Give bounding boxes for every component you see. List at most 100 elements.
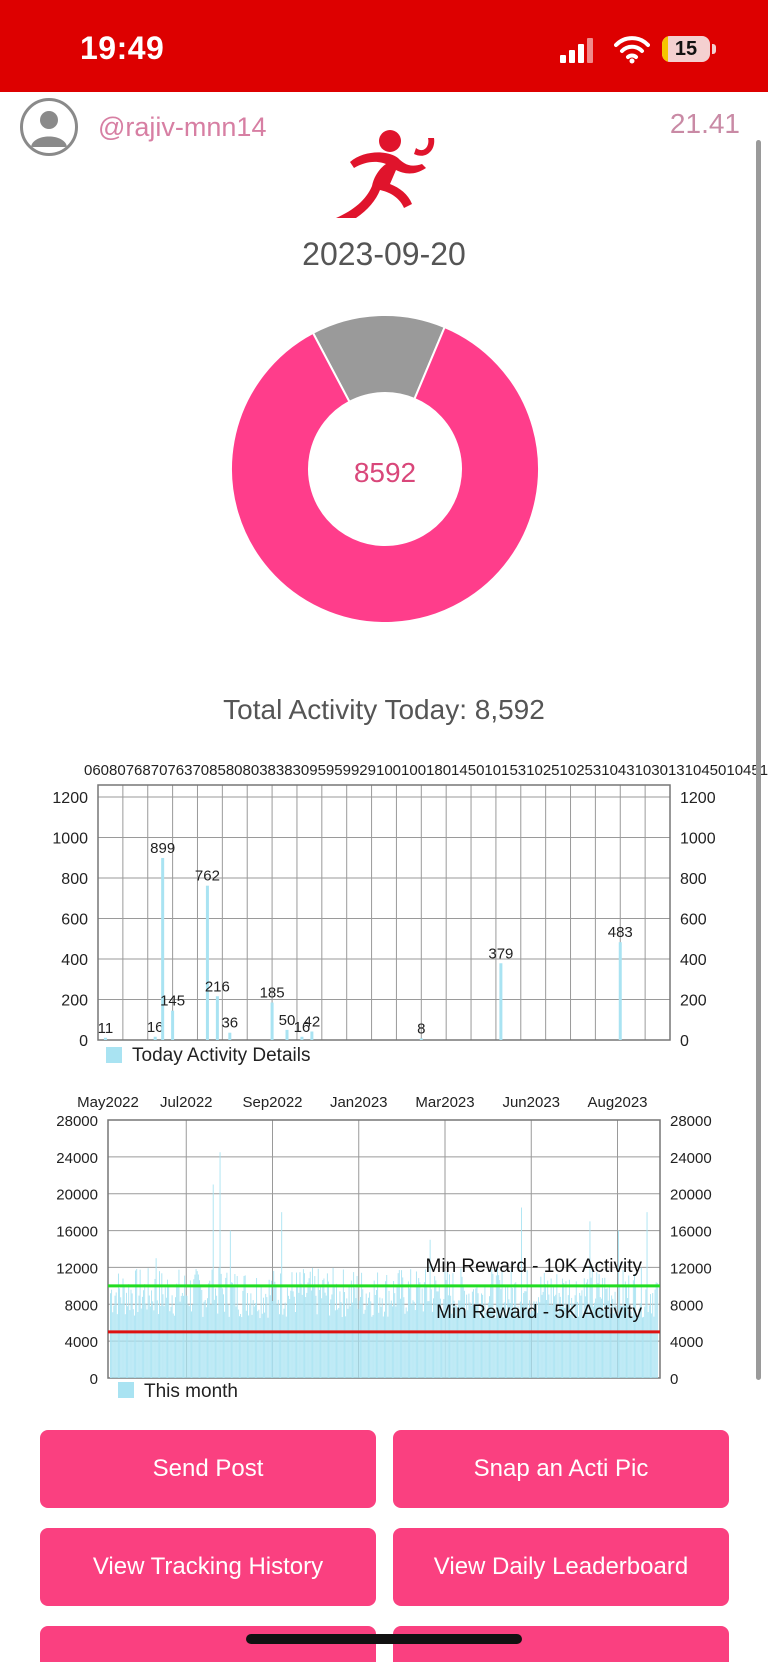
daily-bar	[535, 1301, 537, 1378]
y-tick-label-right: 0	[670, 1371, 678, 1388]
daily-bar	[492, 1273, 494, 1378]
daily-bar	[546, 1299, 548, 1378]
daily-bar	[143, 1290, 145, 1378]
daily-bar	[469, 1302, 471, 1378]
daily-bar	[436, 1291, 438, 1378]
x-tick-label: Jan2023	[330, 1094, 388, 1111]
daily-bar	[314, 1276, 316, 1378]
daily-bar	[264, 1312, 266, 1378]
daily-bar	[443, 1298, 445, 1378]
daily-bar	[639, 1303, 641, 1378]
daily-bar	[407, 1281, 409, 1378]
daily-bar	[570, 1314, 571, 1378]
daily-bar	[340, 1302, 342, 1378]
y-tick-label: 200	[61, 993, 88, 1010]
daily-bar	[306, 1292, 308, 1378]
activity-bar	[419, 1038, 423, 1040]
view-daily-leaderboard-button[interactable]: View Daily Leaderboard	[393, 1528, 729, 1606]
daily-bar	[325, 1295, 327, 1378]
daily-bar	[277, 1299, 279, 1378]
daily-bar	[640, 1267, 642, 1378]
daily-bar	[532, 1310, 534, 1378]
daily-bar	[454, 1305, 456, 1378]
daily-bar	[234, 1274, 236, 1378]
daily-bar	[524, 1291, 526, 1378]
daily-bar	[605, 1289, 607, 1378]
daily-bar	[259, 1318, 261, 1378]
bar-data-label: 8	[417, 1020, 425, 1037]
daily-bar	[379, 1297, 381, 1378]
daily-bar	[310, 1290, 312, 1378]
daily-bar	[387, 1316, 389, 1378]
daily-bar	[112, 1312, 114, 1378]
partial-button-right[interactable]	[393, 1626, 729, 1662]
daily-bar	[135, 1270, 137, 1378]
y-tick-label-right: 24000	[670, 1150, 712, 1167]
daily-bar	[624, 1281, 626, 1378]
cellular-signal-icon	[560, 38, 593, 63]
daily-bar	[493, 1309, 495, 1378]
daily-bar	[149, 1306, 151, 1378]
daily-bar	[568, 1279, 570, 1378]
daily-bar	[467, 1310, 469, 1378]
daily-bar	[405, 1307, 407, 1378]
daily-bar	[187, 1304, 189, 1378]
daily-bar	[422, 1311, 424, 1378]
daily-bar	[580, 1295, 582, 1378]
activity-bar	[103, 1037, 107, 1040]
daily-bar	[139, 1269, 141, 1378]
daily-bar	[299, 1272, 301, 1378]
daily-bar	[527, 1313, 529, 1378]
daily-bar	[370, 1301, 372, 1378]
daily-bar	[458, 1300, 460, 1378]
daily-bar	[525, 1291, 527, 1378]
daily-bar	[474, 1307, 476, 1378]
daily-bar	[638, 1308, 640, 1378]
daily-bar	[607, 1300, 609, 1378]
daily-bar	[330, 1299, 332, 1378]
daily-bar	[189, 1280, 191, 1378]
x-tick-label: Aug2023	[587, 1094, 647, 1111]
home-indicator[interactable]	[246, 1634, 522, 1644]
daily-bar	[156, 1300, 158, 1378]
daily-bar	[224, 1311, 226, 1378]
activity-bar	[310, 1031, 314, 1040]
daily-bar	[595, 1298, 597, 1378]
daily-bar	[322, 1280, 324, 1378]
daily-bar	[600, 1298, 602, 1378]
snap-acti-pic-button[interactable]: Snap an Acti Pic	[393, 1430, 729, 1508]
daily-bar	[463, 1290, 465, 1378]
daily-bar	[129, 1310, 131, 1378]
daily-bar	[616, 1317, 618, 1378]
daily-bar	[323, 1278, 325, 1378]
y-tick-label-right: 12000	[670, 1260, 712, 1277]
daily-bar	[618, 1230, 619, 1378]
daily-bar	[213, 1299, 215, 1378]
send-post-button[interactable]: Send Post	[40, 1430, 376, 1508]
scrollbar[interactable]	[756, 140, 761, 1380]
daily-bar	[403, 1297, 405, 1378]
username[interactable]: @rajiv-mnn14	[98, 112, 267, 142]
daily-bar	[196, 1271, 198, 1378]
daily-bar	[611, 1295, 613, 1378]
daily-bar	[256, 1278, 258, 1378]
daily-bar	[358, 1300, 360, 1378]
daily-bar	[115, 1292, 117, 1378]
view-tracking-history-button[interactable]: View Tracking History	[40, 1528, 376, 1606]
daily-bar	[179, 1301, 181, 1378]
daily-bar	[321, 1298, 323, 1378]
partial-button-left[interactable]	[40, 1626, 376, 1662]
daily-bar	[341, 1317, 343, 1378]
daily-bar	[184, 1275, 186, 1378]
daily-bar	[273, 1270, 275, 1378]
user-avatar-icon[interactable]	[20, 98, 78, 156]
daily-bar	[630, 1311, 632, 1378]
activity-bar	[270, 1002, 274, 1040]
daily-bar	[147, 1268, 149, 1378]
daily-bar	[371, 1316, 373, 1378]
daily-bar	[397, 1273, 399, 1378]
daily-bar	[292, 1291, 294, 1378]
daily-bar	[205, 1307, 207, 1378]
daily-bar	[163, 1306, 165, 1378]
legend-label: This month	[144, 1381, 238, 1402]
